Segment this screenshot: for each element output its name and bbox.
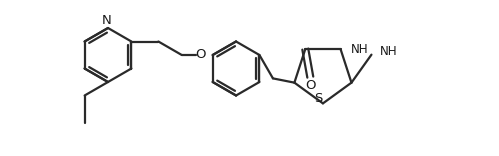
Text: N: N [102, 15, 112, 27]
Text: S: S [314, 92, 322, 105]
Text: O: O [305, 79, 315, 92]
Text: NH: NH [351, 43, 368, 56]
Text: NH: NH [379, 45, 397, 58]
Text: O: O [196, 49, 206, 61]
